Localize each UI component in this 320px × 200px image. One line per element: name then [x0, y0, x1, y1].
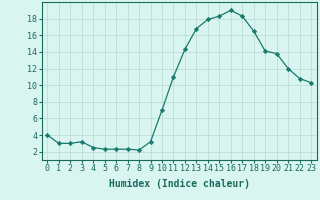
- X-axis label: Humidex (Indice chaleur): Humidex (Indice chaleur): [109, 179, 250, 189]
